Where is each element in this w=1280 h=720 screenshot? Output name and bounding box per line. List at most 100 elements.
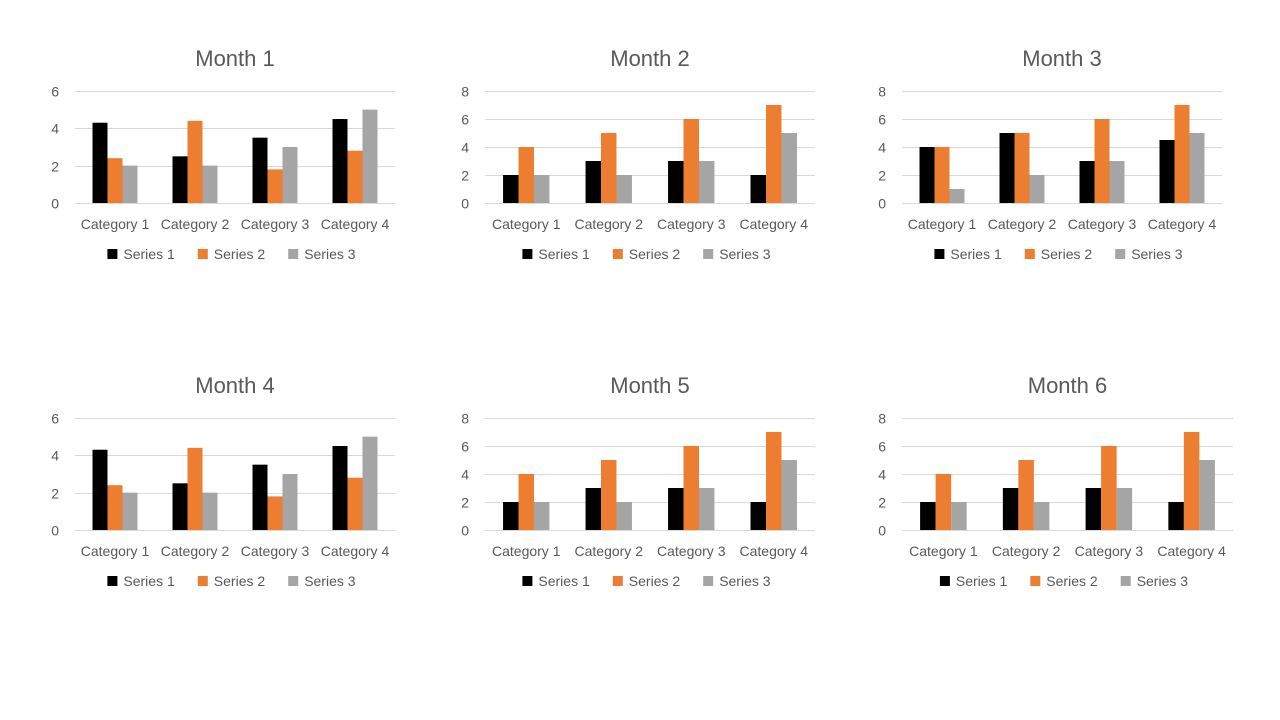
bar-series-1-category-3	[668, 161, 684, 203]
bar-series-1-category-3	[252, 464, 268, 530]
bar-series-2-category-1	[518, 474, 534, 530]
bar-series-1-category-1	[92, 449, 108, 530]
legend-swatch	[107, 249, 118, 259]
legend-item-series-2: Series 2	[1030, 573, 1098, 589]
y-tick-label: 4	[51, 121, 59, 137]
bar-series-3-category-2	[616, 175, 632, 203]
x-tick-label: Category 4	[1157, 543, 1226, 559]
legend-item-series-3: Series 3	[288, 573, 356, 589]
x-tick-label: Category 3	[657, 543, 726, 559]
bar-series-1-category-1	[920, 502, 936, 530]
bar-series-3-category-2	[1029, 175, 1045, 203]
chart-title: Month 1	[195, 46, 275, 71]
y-tick-label: 0	[461, 196, 469, 212]
bar-series-2-category-4	[766, 432, 782, 530]
legend-item-series-3: Series 3	[1115, 246, 1183, 262]
y-tick-label: 6	[461, 112, 469, 128]
bar-series-2-category-4	[766, 105, 782, 203]
bar-series-3-category-1	[949, 189, 965, 203]
x-tick-label: Category 3	[1068, 216, 1137, 232]
y-tick-label: 6	[51, 411, 59, 427]
bar-series-1-category-2	[172, 483, 188, 530]
legend-label: Series 1	[956, 573, 1008, 589]
bar-series-1-category-1	[92, 122, 108, 203]
x-tick-label: Category 2	[575, 216, 644, 232]
chart-month-2: Month 2 0 2 4 6 8 Category 1 Category 2 Category…	[461, 46, 815, 262]
legend-label: Series 3	[1131, 246, 1183, 262]
legend-swatch	[612, 249, 623, 259]
x-tick-label: Category 4	[740, 216, 809, 232]
bar-series-2-category-1	[935, 474, 952, 530]
bar-series-1-category-4	[332, 119, 348, 203]
bar-series-1-category-1	[919, 147, 935, 203]
bar-series-3-category-1	[122, 165, 138, 203]
y-tick-label: 8	[878, 84, 886, 100]
legend-label: Series 2	[214, 246, 266, 262]
bar-series-3-category-3	[1116, 488, 1133, 530]
x-tick-label: Category 4	[740, 543, 809, 559]
legend-item-series-1: Series 1	[522, 573, 590, 589]
y-tick-label: 4	[51, 448, 59, 464]
bar-series-2-category-4	[347, 477, 363, 530]
bar-series-3-category-2	[1033, 502, 1050, 530]
bar-series-3-category-4	[781, 460, 797, 530]
y-tick-label: 6	[878, 439, 886, 455]
bar-series-2-category-2	[601, 460, 617, 530]
y-tick-label: 0	[878, 523, 886, 539]
legend-swatch	[703, 249, 714, 259]
legend-label: Series 2	[214, 573, 266, 589]
bar-series-2-category-1	[107, 485, 123, 530]
chart-month-3: Month 3 0 2 4 6 8 Category 1 Category 2 Category…	[878, 46, 1222, 262]
bar-series-3-category-3	[698, 161, 715, 203]
bar-series-3-category-3	[282, 147, 298, 203]
bar-series-1-category-2	[585, 488, 602, 530]
legend-item-series-1: Series 1	[934, 246, 1002, 262]
x-tick-label: Category 1	[81, 216, 150, 232]
chart-title: Month 3	[1022, 46, 1102, 71]
bar-series-2-category-3	[1094, 119, 1110, 203]
legend-swatch	[703, 576, 714, 586]
y-tick-label: 6	[878, 112, 886, 128]
bar-series-2-category-1	[934, 147, 950, 203]
chart-month-4: Month 4 0 2 4 6 Category 1 Category 2 Category …	[51, 373, 395, 589]
y-tick-label: 0	[51, 523, 59, 539]
x-tick-label: Category 3	[657, 216, 726, 232]
bar-series-1-category-4	[750, 502, 767, 530]
bar-series-3-category-3	[698, 488, 715, 530]
legend-swatch	[1024, 249, 1035, 259]
bar-series-3-category-1	[533, 502, 550, 530]
legend-swatch	[288, 576, 299, 586]
bar-series-2-category-3	[683, 119, 699, 203]
legend-swatch	[1030, 576, 1041, 586]
legend-label: Series 2	[1041, 246, 1093, 262]
legend-label: Series 1	[123, 573, 175, 589]
chart-month-5: Month 5 0 2 4 6 8 Category 1 Category 2 Category…	[461, 373, 815, 589]
legend-swatch	[197, 576, 208, 586]
bar-series-1-category-1	[503, 175, 519, 203]
x-tick-label: Category 2	[161, 216, 230, 232]
y-tick-label: 2	[51, 486, 59, 502]
bar-series-2-category-3	[1101, 446, 1117, 530]
bar-series-1-category-1	[503, 502, 519, 530]
bar-series-3-category-3	[1109, 161, 1125, 203]
legend-item-series-3: Series 3	[703, 246, 771, 262]
y-tick-label: 8	[461, 411, 469, 427]
legend-item-series-3: Series 3	[703, 573, 771, 589]
legend-swatch	[934, 249, 945, 259]
bar-series-2-category-1	[107, 158, 123, 203]
x-tick-label: Category 4	[1148, 216, 1217, 232]
legend-item-series-2: Series 2	[1024, 246, 1093, 262]
legend-label: Series 3	[304, 573, 356, 589]
bar-series-1-category-4	[1159, 140, 1175, 203]
legend-item-series-2: Series 2	[197, 573, 266, 589]
x-tick-label: Category 3	[241, 543, 310, 559]
legend-item-series-3: Series 3	[1120, 573, 1189, 589]
y-tick-label: 0	[461, 523, 469, 539]
bar-series-3-category-2	[202, 492, 218, 530]
legend-label: Series 1	[538, 573, 590, 589]
bar-series-2-category-1	[518, 147, 534, 203]
legend-label: Series 3	[1137, 573, 1189, 589]
y-tick-label: 2	[878, 495, 886, 511]
legend-label: Series 2	[629, 246, 681, 262]
